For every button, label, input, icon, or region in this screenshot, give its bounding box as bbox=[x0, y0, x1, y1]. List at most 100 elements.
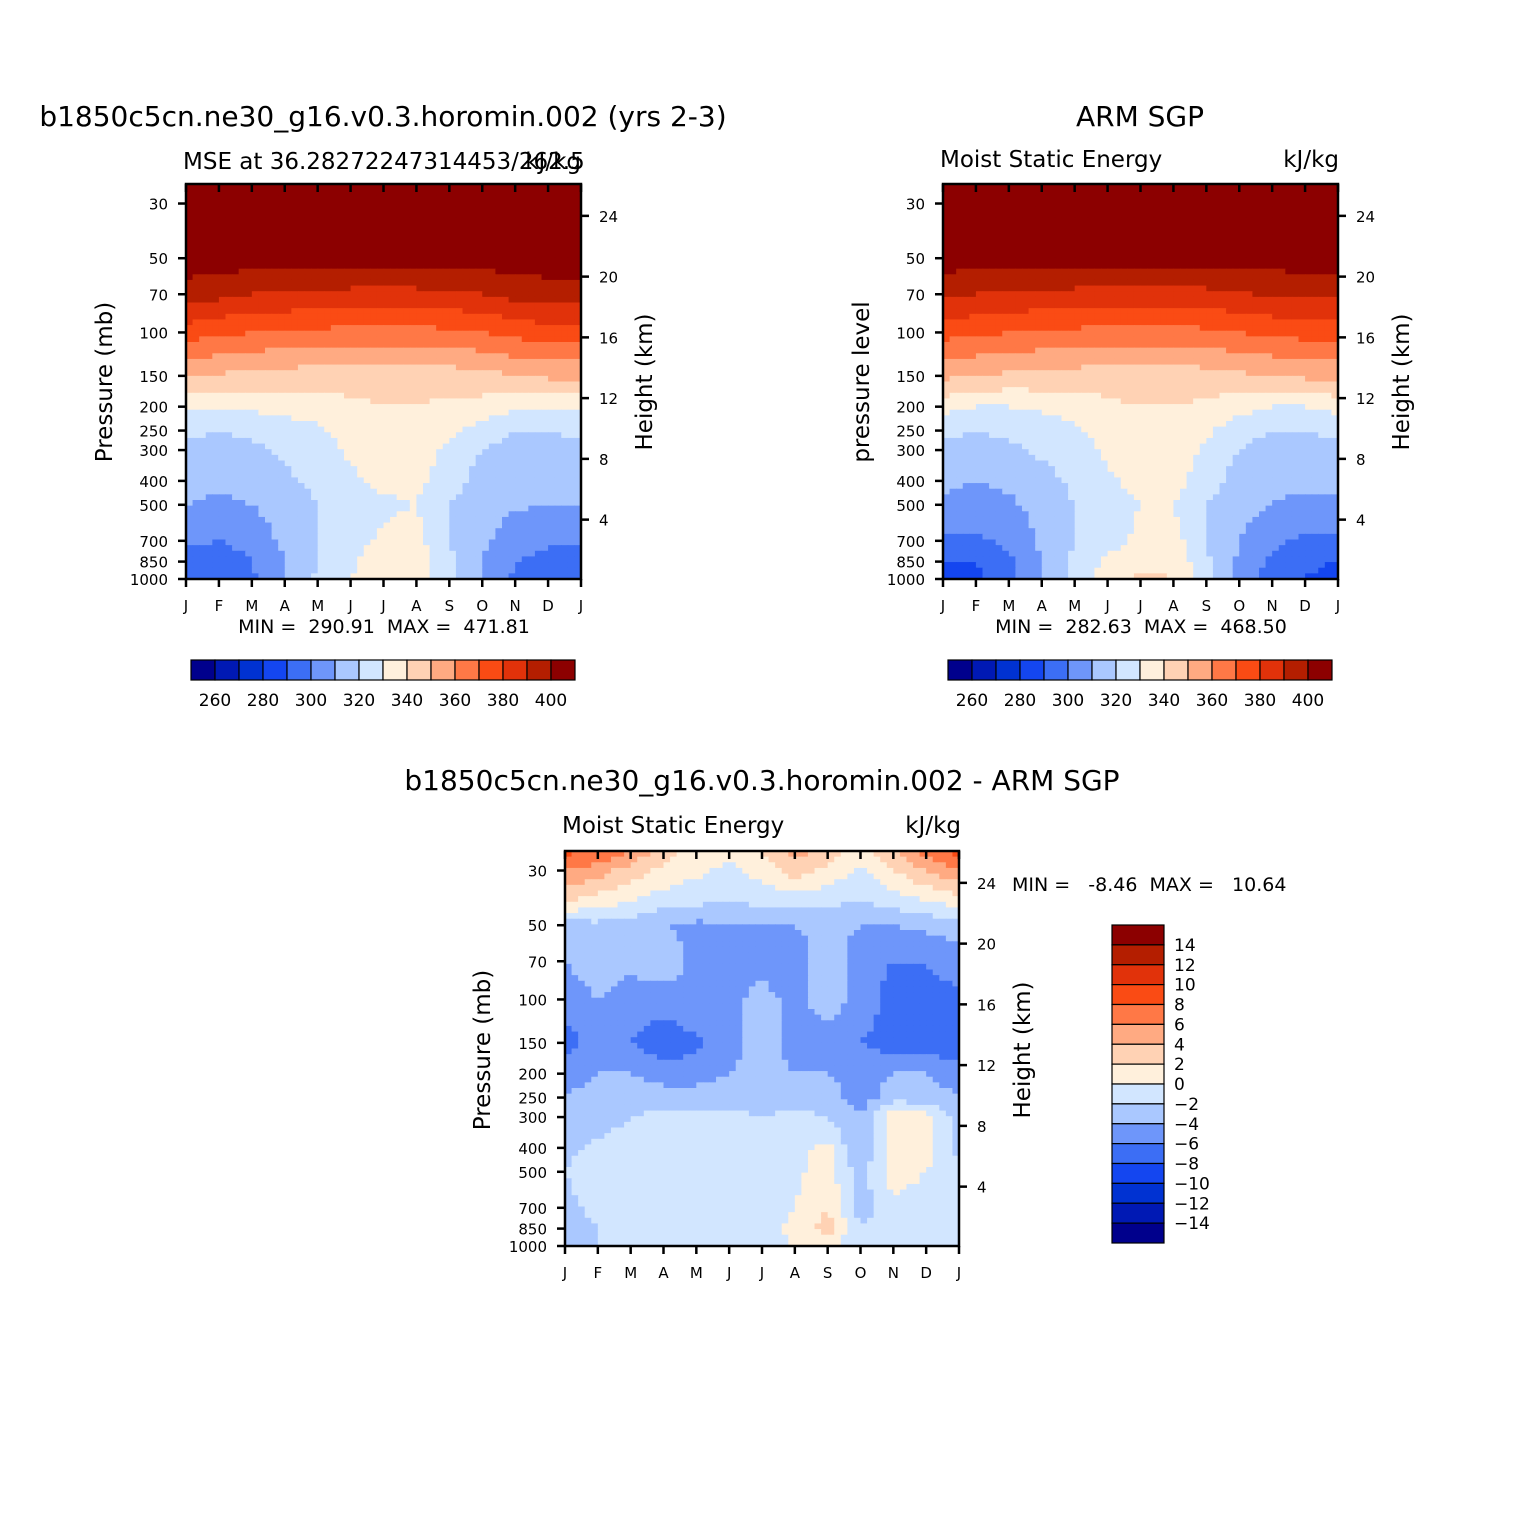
contour-cell bbox=[1160, 206, 1168, 213]
contour-cell bbox=[495, 539, 503, 546]
contour-cell bbox=[376, 415, 385, 422]
contour-cell bbox=[271, 562, 279, 569]
contour-cell bbox=[396, 550, 404, 558]
contour-cell bbox=[271, 392, 279, 400]
contour-cell bbox=[567, 274, 576, 281]
y-tick-label: 250 bbox=[139, 423, 168, 441]
contour-cell bbox=[376, 285, 385, 292]
contour-cell bbox=[561, 217, 569, 225]
contour-cell bbox=[1219, 229, 1227, 236]
contour-cell bbox=[574, 454, 582, 462]
contour-cell bbox=[567, 500, 576, 507]
contour-cell bbox=[469, 347, 477, 354]
contour-cell bbox=[429, 212, 437, 219]
contour-cell bbox=[271, 308, 279, 315]
contour-cell bbox=[528, 189, 536, 196]
contour-cell bbox=[1193, 195, 1201, 202]
contour-cell bbox=[297, 330, 306, 337]
contour-cell bbox=[561, 488, 569, 495]
contour-cell bbox=[482, 437, 490, 445]
contour-cell bbox=[1226, 229, 1234, 236]
contour-cell bbox=[548, 234, 556, 242]
contour-cell bbox=[943, 212, 951, 219]
contour-cell bbox=[218, 184, 227, 191]
contour-cell bbox=[548, 505, 556, 512]
contour-cell bbox=[324, 223, 332, 230]
contour-cell bbox=[245, 528, 253, 535]
contour-cell bbox=[429, 257, 437, 264]
contour-cell bbox=[311, 528, 319, 535]
contour-cell bbox=[449, 437, 457, 445]
contour-cell bbox=[251, 313, 260, 321]
contour-cell bbox=[297, 539, 306, 546]
contour-cell bbox=[436, 251, 444, 258]
contour-cell bbox=[1219, 189, 1227, 196]
contour-cell bbox=[449, 364, 457, 371]
contour-cell bbox=[291, 466, 299, 473]
contour-cell bbox=[574, 381, 582, 388]
contour-cell bbox=[311, 567, 319, 574]
contour-cell bbox=[271, 404, 279, 411]
contour-cell bbox=[1232, 212, 1240, 219]
contour-cell bbox=[403, 556, 411, 563]
contour-cell bbox=[311, 432, 319, 439]
contour-cell bbox=[574, 516, 582, 524]
contour-cell bbox=[291, 471, 299, 479]
contour-cell bbox=[962, 229, 970, 236]
contour-cell bbox=[350, 488, 358, 495]
contour-cell bbox=[258, 370, 266, 377]
contour-cell bbox=[1305, 206, 1313, 213]
colorbar-swatch bbox=[262, 659, 288, 681]
contour-cell bbox=[284, 184, 292, 191]
contour-cell bbox=[469, 296, 477, 304]
contour-cell bbox=[186, 223, 194, 230]
contour-cell bbox=[1212, 240, 1221, 247]
contour-cell bbox=[548, 274, 556, 281]
contour-cell bbox=[232, 274, 240, 281]
contour-cell bbox=[192, 443, 200, 450]
contour-cell bbox=[324, 217, 332, 225]
contour-cell bbox=[376, 404, 385, 411]
contour-cell bbox=[186, 263, 194, 270]
contour-cell bbox=[199, 466, 207, 473]
contour-cell bbox=[330, 545, 339, 552]
contour-cell bbox=[416, 511, 424, 518]
contour-cell bbox=[390, 522, 398, 529]
contour-cell bbox=[218, 296, 227, 304]
contour-cell bbox=[1318, 206, 1326, 213]
contour-cell bbox=[225, 466, 233, 473]
contour-cell bbox=[205, 550, 213, 558]
contour-cell bbox=[1173, 206, 1181, 213]
contour-cell bbox=[462, 370, 470, 377]
contour-cell bbox=[344, 505, 352, 512]
contour-cell bbox=[423, 263, 431, 270]
contour-cell bbox=[515, 528, 523, 535]
contour-cell bbox=[205, 387, 213, 394]
contour-cell bbox=[225, 437, 233, 445]
contour-cell bbox=[1272, 229, 1280, 236]
contour-cell bbox=[396, 494, 404, 501]
contour-cell bbox=[186, 421, 194, 428]
contour-cell bbox=[311, 313, 319, 321]
contour-cell bbox=[1041, 246, 1049, 253]
contour-cell bbox=[515, 494, 523, 501]
contour-cell bbox=[284, 494, 292, 501]
contour-cell bbox=[416, 483, 424, 490]
contour-cell bbox=[495, 528, 503, 535]
contour-cell bbox=[475, 494, 483, 501]
contour-cell bbox=[350, 398, 358, 405]
contour-cell bbox=[554, 522, 562, 529]
contour-cell bbox=[409, 533, 418, 541]
contour-cell bbox=[284, 415, 292, 422]
contour-cell bbox=[1291, 195, 1300, 202]
contour-cell bbox=[1285, 206, 1293, 213]
contour-cell bbox=[534, 206, 543, 213]
contour-cell bbox=[975, 206, 984, 213]
contour-cell bbox=[383, 189, 391, 196]
contour-cell bbox=[521, 263, 529, 270]
contour-cell bbox=[324, 483, 332, 490]
contour-cell bbox=[502, 505, 510, 512]
contour-cell bbox=[271, 336, 279, 343]
contour-cell bbox=[297, 229, 306, 236]
contour-cell bbox=[475, 477, 483, 484]
